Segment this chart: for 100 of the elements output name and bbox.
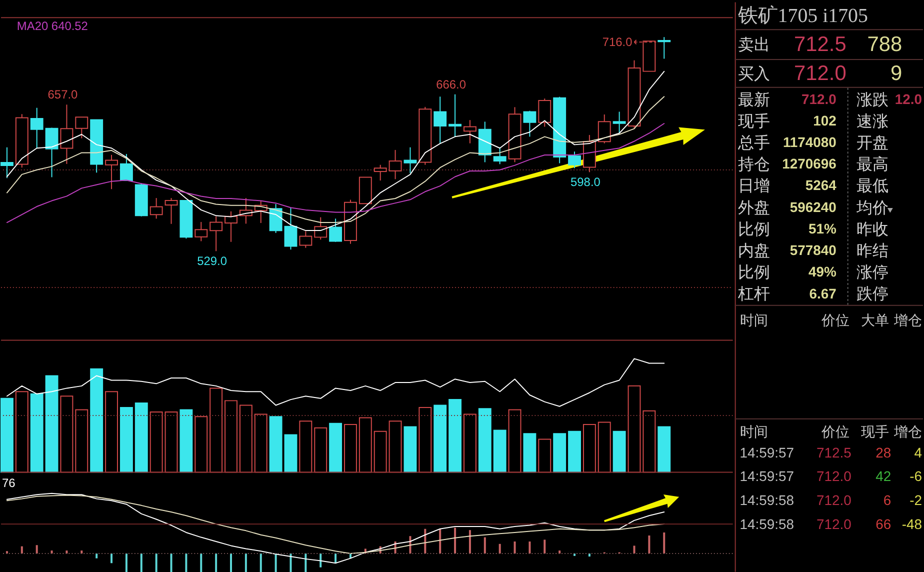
text: 增仓: [893, 312, 922, 329]
text: 6: [883, 492, 892, 508]
text: 日增: [738, 176, 770, 196]
bar: [164, 412, 178, 473]
bar: [374, 430, 387, 473]
candlestick: [463, 120, 476, 144]
text: 大单: [861, 312, 890, 329]
bar: [284, 434, 298, 473]
text: 昨收: [856, 219, 888, 238]
text: 76: [2, 476, 16, 490]
bar: [194, 416, 208, 473]
candlestick: [448, 94, 462, 138]
bar: [344, 424, 357, 473]
candlestick: [299, 230, 312, 248]
text: 5264: [805, 177, 837, 194]
candlestick: [194, 221, 208, 242]
bar: [314, 427, 328, 473]
bar: [105, 391, 118, 473]
text: 卖出: [738, 35, 770, 54]
text: 跌停: [856, 284, 888, 304]
candlestick: [374, 164, 387, 182]
text: 外盘: [738, 198, 770, 217]
candlestick: [404, 146, 417, 174]
bar: [134, 402, 148, 473]
text: -48: [902, 516, 922, 532]
bar: [642, 410, 656, 473]
text: 1174080: [782, 134, 837, 150]
text: 14:59:58: [740, 492, 794, 508]
bar: [658, 426, 671, 473]
candlestick: [538, 98, 552, 128]
text: 712.0: [816, 492, 852, 508]
text: 14:59:57: [740, 444, 794, 460]
bar: [493, 430, 506, 473]
bar: [180, 409, 193, 473]
candlestick: [30, 107, 44, 149]
text: 4: [914, 444, 922, 460]
bar: [404, 426, 417, 473]
candlestick: [45, 127, 58, 178]
text: 712.0: [816, 468, 852, 484]
candlestick: [388, 149, 402, 180]
text: 价位: [820, 312, 850, 329]
text: 开盘: [856, 133, 888, 152]
text: 时间: [740, 312, 768, 329]
text: 14:59:57: [740, 468, 794, 484]
bar: [478, 408, 492, 473]
text: 速涨: [856, 111, 888, 130]
candlestick: [493, 146, 506, 165]
bar: [568, 430, 581, 473]
candlestick: [284, 207, 298, 250]
bar: [598, 422, 611, 473]
text: 最低: [856, 176, 888, 196]
annotation: 657.0: [48, 88, 78, 102]
text: 712.0: [802, 90, 837, 107]
text: 577840: [790, 242, 837, 258]
annotation: 529.0: [197, 254, 228, 268]
bar: [90, 368, 104, 473]
bar: [434, 404, 447, 473]
bar: [45, 375, 58, 473]
candlestick: [60, 104, 74, 164]
bar: [120, 407, 133, 473]
bar: [269, 416, 282, 473]
candlestick: [105, 154, 118, 190]
bar: [612, 430, 626, 473]
candlestick: [120, 153, 133, 182]
text: 712.0: [816, 516, 852, 532]
candlestick: [612, 111, 626, 134]
text: 28: [876, 444, 892, 460]
text: 增仓: [893, 424, 922, 440]
text: 涨停: [856, 262, 888, 282]
text: -2: [910, 492, 922, 508]
text: 712.0: [794, 62, 846, 85]
bar: [508, 409, 522, 473]
bar: [582, 424, 596, 473]
candlestick: [523, 110, 536, 138]
text: 596240: [790, 198, 837, 215]
text: 持仓: [738, 154, 770, 174]
text: 712.5: [794, 33, 846, 56]
bar: [150, 412, 163, 473]
text: -6: [910, 468, 922, 484]
candlestick: [75, 116, 88, 139]
bar: [388, 420, 402, 473]
bar: [448, 399, 462, 473]
text: 杠杆: [736, 284, 770, 304]
text: 最新: [738, 90, 770, 109]
bar: [0, 398, 14, 473]
text: 9: [890, 62, 902, 85]
annotation: 666.0: [436, 77, 466, 92]
candlestick: [434, 96, 447, 144]
text: 12.0: [894, 90, 922, 107]
bar: [210, 388, 223, 473]
bar: [523, 433, 536, 473]
candlestick: [150, 198, 163, 220]
text: 铁矿1705 i1705: [736, 5, 868, 28]
bar: [75, 409, 88, 473]
bar: [463, 414, 476, 473]
candlestick: [314, 216, 328, 240]
text: 14:59:58: [740, 516, 794, 532]
bar: [358, 417, 372, 473]
annotation: 716.0: [602, 35, 633, 50]
text: 最高: [856, 154, 888, 174]
